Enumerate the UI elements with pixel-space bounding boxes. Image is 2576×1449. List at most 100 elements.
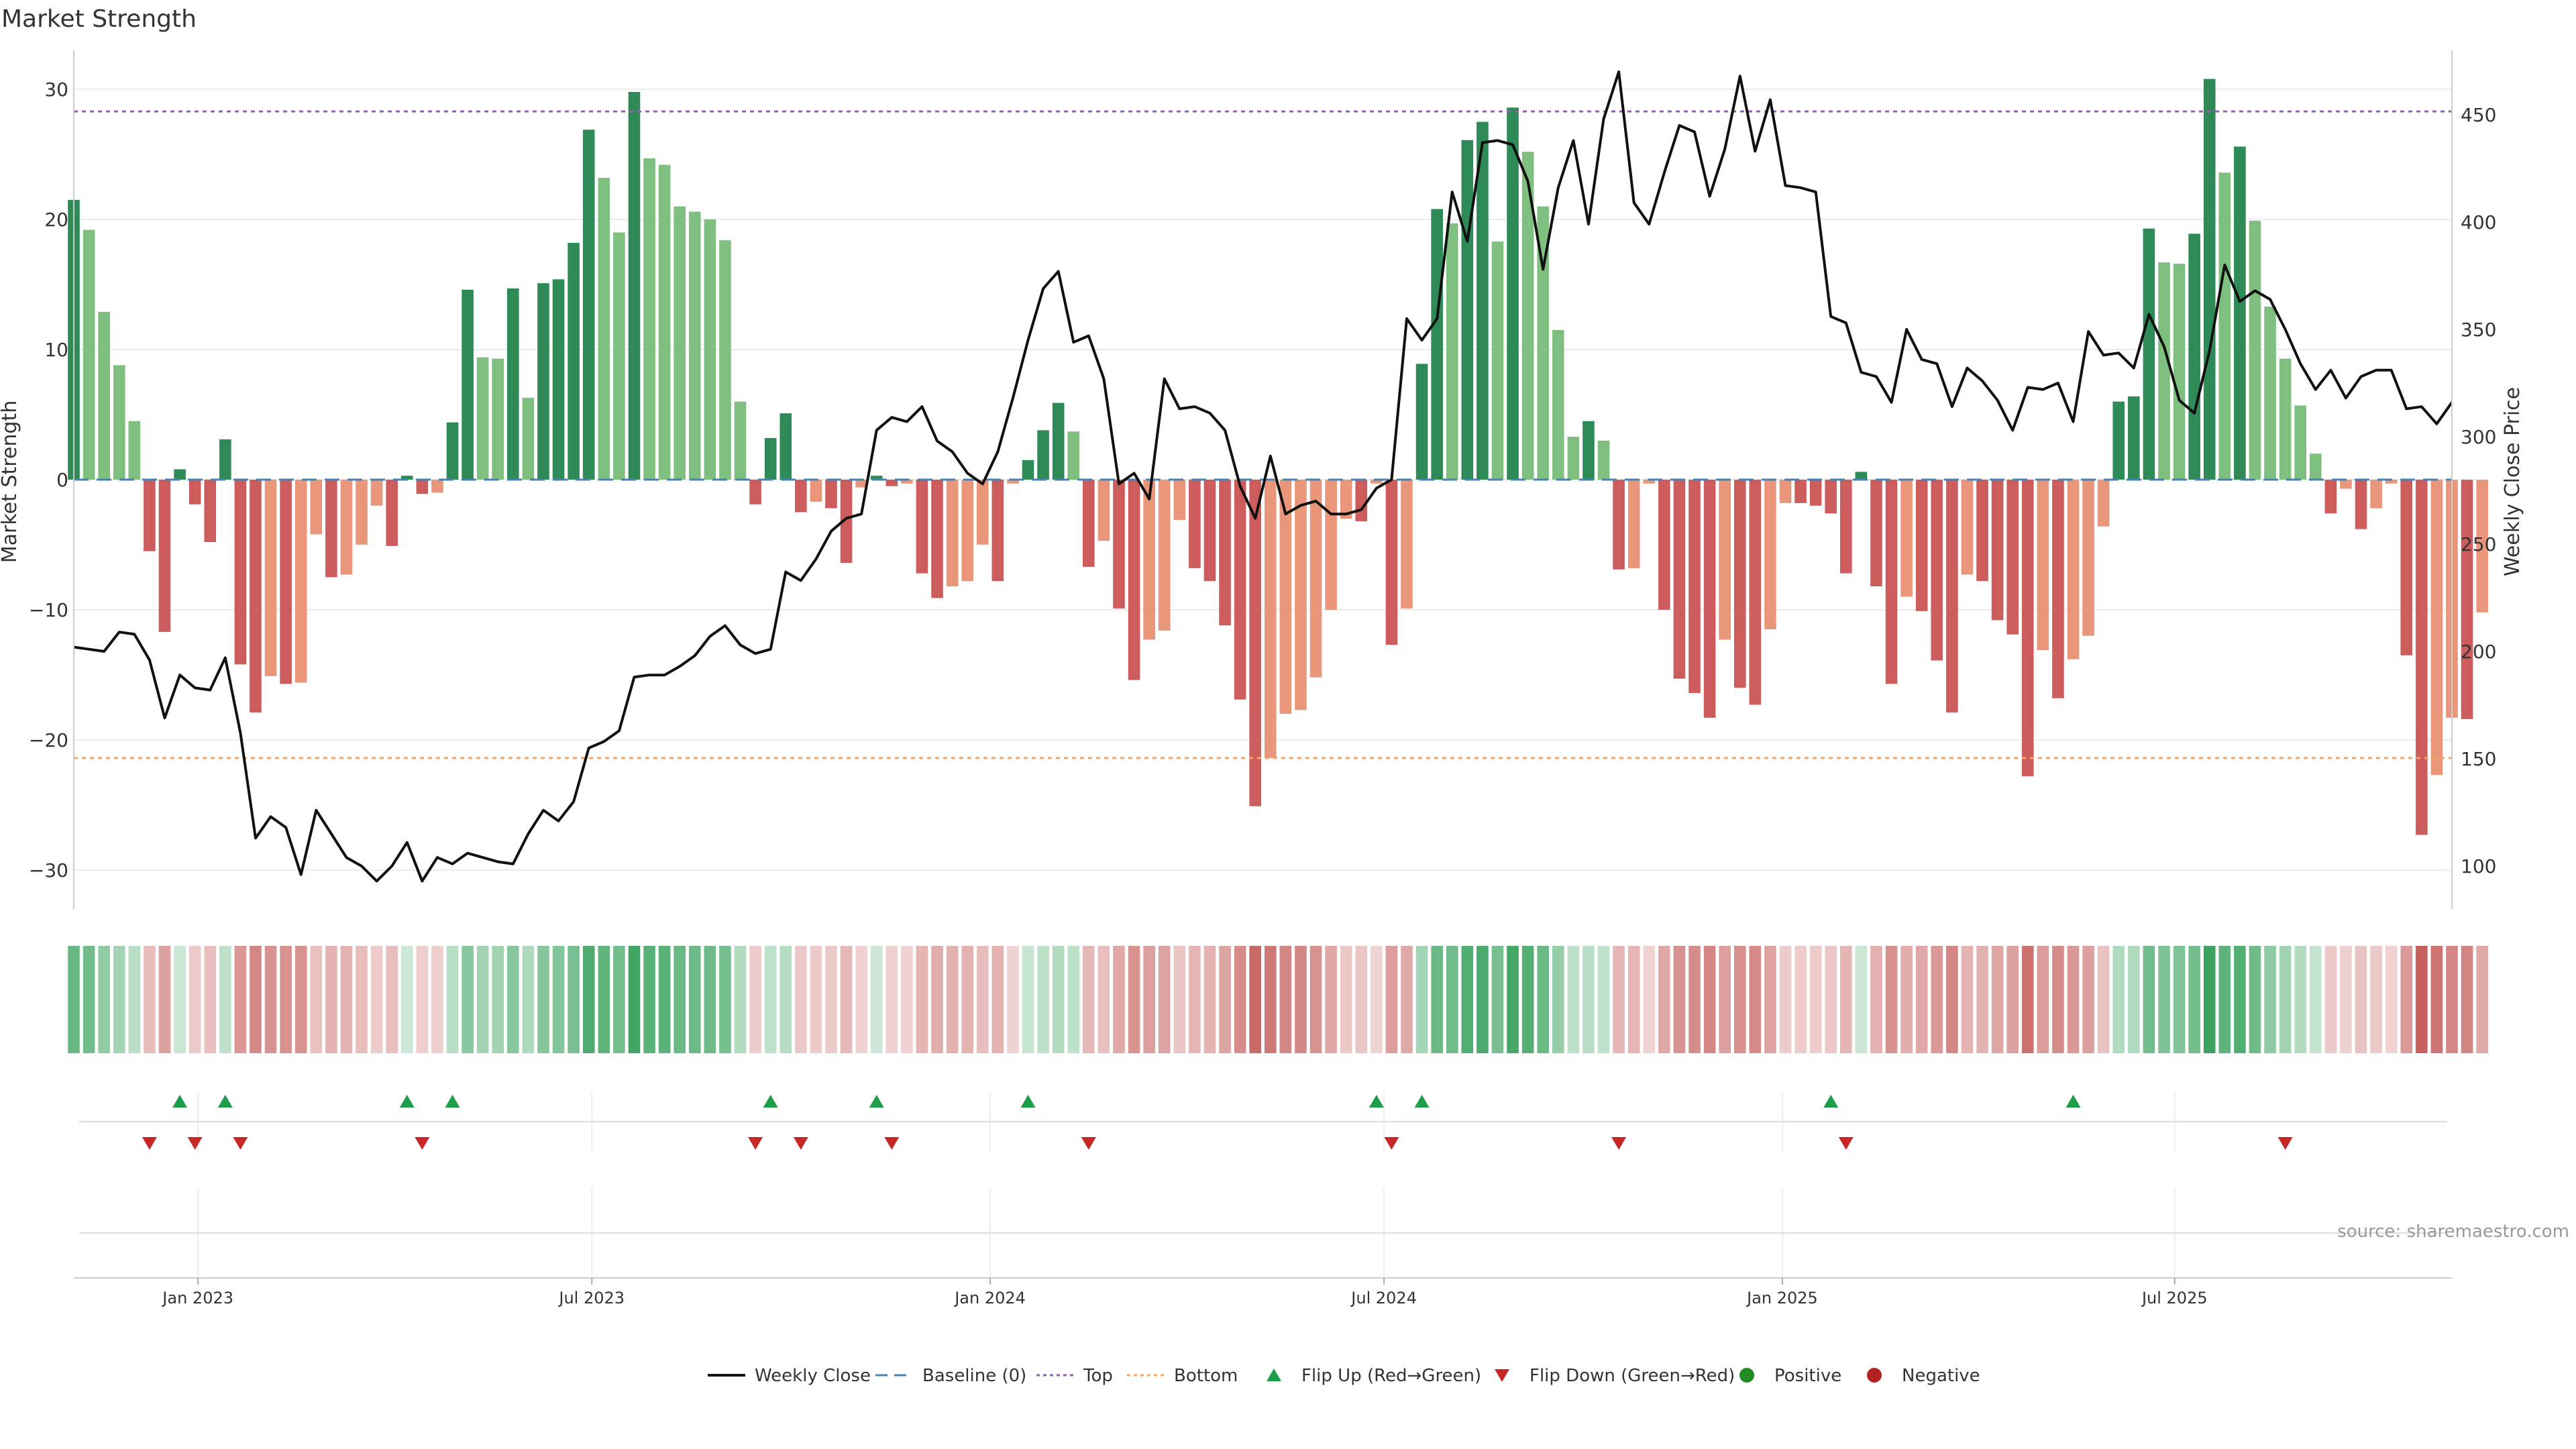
strength-bar [2294,405,2307,480]
strength-bar [462,289,474,480]
strength-bar [1976,480,1988,582]
heat-cell [1809,946,1822,1053]
strength-bar [2203,78,2216,480]
heat-cell [780,946,792,1053]
heat-cell [1976,946,1988,1053]
strength-bar [1719,480,1731,640]
heat-cell [1037,946,1049,1053]
strength-bar [2340,480,2352,489]
strength-bar [1461,140,1474,480]
heat-cell [719,946,731,1053]
flip-down-marker [1384,1137,1399,1150]
heat-cell [1234,946,1246,1053]
strength-bar [901,480,913,484]
heat-cell [507,946,519,1053]
heat-cell [1461,946,1474,1053]
strength-bar [643,158,655,480]
strength-bar [613,232,625,480]
right-tick-label: 250 [2461,533,2496,555]
heat-cell [2476,946,2488,1053]
heat-cell [98,946,110,1053]
heat-cell [1794,946,1807,1053]
legend-label-top: Top [1083,1366,1113,1386]
strength-bar [916,480,928,574]
heat-cell [568,946,580,1053]
strength-bar [83,229,95,480]
x-tick-label: Jul 2023 [557,1289,625,1307]
flip-up-marker [445,1095,460,1108]
legend-label-weekly-close: Weekly Close [755,1366,871,1386]
heat-cell [688,946,701,1053]
heat-cell [598,946,610,1053]
flip-down-marker [2277,1137,2293,1150]
heat-cell [734,946,747,1053]
strength-bar [234,480,247,665]
flip-down-marker [793,1137,808,1150]
right-tick-label: 450 [2461,104,2496,126]
y-axis-label-right: Weekly Close Price [2501,387,2524,576]
heat-cell [174,946,186,1053]
flip-down-marker [233,1137,248,1150]
strength-bar [340,480,353,575]
strength-bar [1991,480,2004,621]
heat-cell [325,946,337,1053]
legend-swatch-flip-up [1267,1368,1281,1381]
strength-bar [1613,480,1625,570]
heat-cell [1415,946,1428,1053]
strength-bar [476,357,489,480]
strength-bar [825,480,837,508]
heat-cell [1446,946,1458,1053]
heat-cell [1507,946,1519,1053]
strength-bar [492,358,504,480]
strength-bar [855,480,867,488]
heat-cell [552,946,565,1053]
strength-bar [764,437,777,480]
heat-cell [1719,946,1731,1053]
flip-markers-panel [79,1092,2447,1152]
heat-cell [1521,946,1534,1053]
heat-cell [400,946,413,1053]
strength-bar [2264,307,2276,480]
heat-cell [1143,946,1155,1053]
heat-cell [1946,946,1958,1053]
heat-cell [1007,946,1019,1053]
heat-cell [1189,946,1201,1053]
strength-bar [1113,480,1125,608]
strength-bar [1794,480,1807,503]
heat-cell [2416,946,2428,1053]
heat-cell [537,946,549,1053]
flip-down-marker [187,1137,203,1150]
strength-bar [2037,480,2049,651]
heat-cell [1900,946,1913,1053]
strength-bar [1340,480,1352,519]
heat-cell [370,946,383,1053]
heat-cell [1477,946,1489,1053]
strength-bar [1885,480,1898,684]
heat-cell [2097,946,2110,1053]
strength-bar [1491,241,1504,480]
heat-cell [764,946,777,1053]
y-axis-label-left: Market Strength [0,400,21,563]
sign-panel [79,1187,2447,1278]
strength-bar [734,401,747,480]
flip-down-marker [1611,1137,1627,1150]
heat-cell [1627,946,1640,1053]
heat-cell [1688,946,1701,1053]
heat-cell [1915,946,1928,1053]
strength-bar [1749,480,1762,705]
heat-cell [1219,946,1231,1053]
heat-cell [991,946,1004,1053]
strength-bar [1627,480,1640,568]
chart-title: Market Strength [1,5,197,33]
strength-bar [552,279,565,480]
x-axis: Jan 2023 Jul 2023 Jan 2024 Jul 2024 Jan 2025… [74,1277,2452,1307]
strength-bar [1764,480,1776,630]
heat-cell [1885,946,1898,1053]
flip-down-marker [1081,1137,1096,1150]
strength-bar [2370,480,2382,508]
heat-cell [144,946,156,1053]
heat-cell [1597,946,1610,1053]
legend-swatch-flip-down [1495,1369,1509,1382]
strength-bar [795,480,807,513]
heat-cell [2340,946,2352,1053]
